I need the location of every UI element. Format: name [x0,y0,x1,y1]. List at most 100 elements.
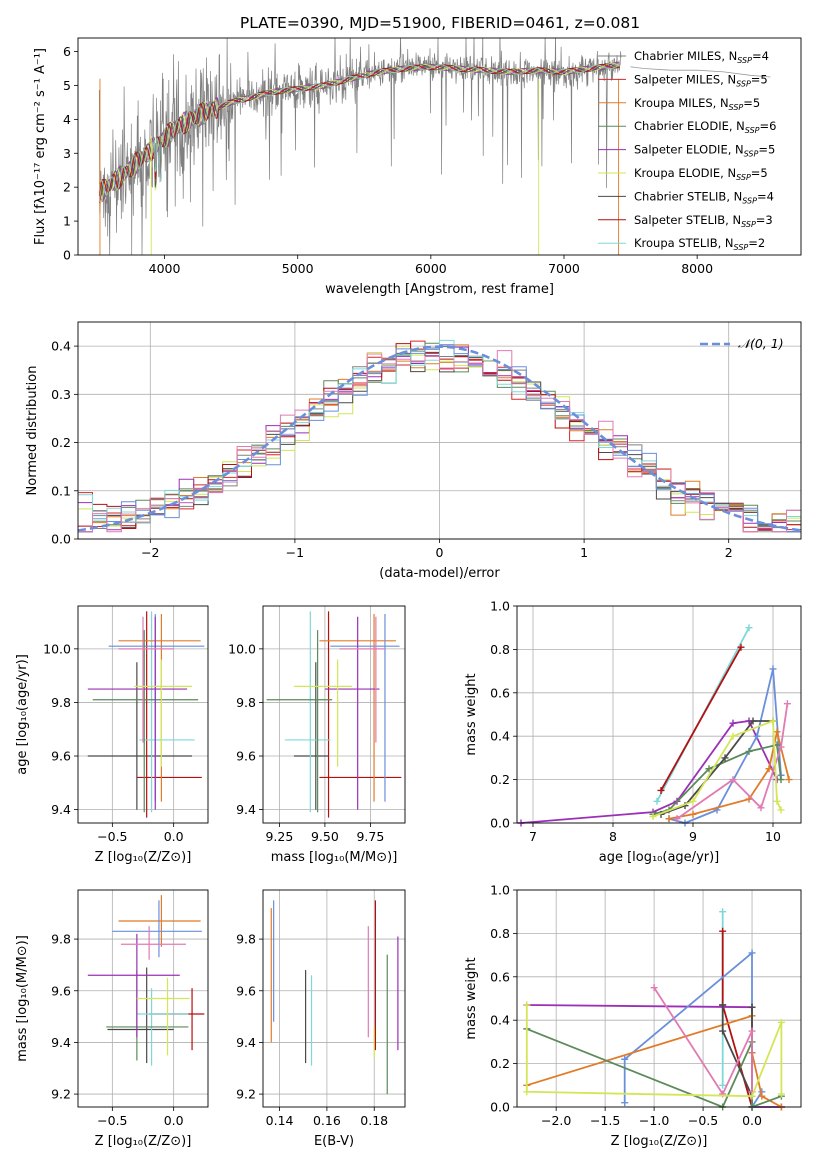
y-tick-label: 9.6 [51,983,71,998]
y-tick-label: 9.8 [51,932,71,947]
y-axis-label: age [log₁₀(age/yr)] [15,654,30,775]
x-axis-label: Z [log₁₀(Z/Z⊙)] [95,1134,192,1149]
y-tick-label: 9.8 [51,695,71,710]
weight-marker [748,1027,756,1035]
x-tick-label: 0 [436,545,444,560]
weight-marker [650,984,658,992]
weight-marker [769,665,777,673]
age-vs-mass-plot-area [266,611,402,818]
legend-entry: Salpeter MILES, NSSP=5 [634,72,768,88]
weight-line [668,668,782,824]
x-tick-label: 10 [765,829,781,844]
y-tick-label: 0.8 [490,642,510,657]
spectrum-tail-line [630,66,771,78]
hist-plot-area [77,339,802,533]
axes-frame [77,605,209,824]
x-tick-label: 8000 [681,261,713,276]
x-tick-label: 0.0 [164,1113,184,1128]
weight-marker [705,765,713,773]
y-tick-label: 9.4 [236,802,256,817]
weight-line [660,646,742,791]
legend-entry: Kroupa STELIB, NSSP=2 [634,236,765,252]
legend-entry: Kroupa MILES, NSSP=5 [634,96,760,112]
x-tick-label: 8 [609,829,617,844]
y-tick-label: 9.6 [51,749,71,764]
weight-marker [748,949,756,957]
y-tick-label: 0 [63,248,71,263]
hist-legend: 𝒩(0, 1) [700,336,784,351]
weight-line [623,950,763,1111]
axes-frame [262,889,406,1108]
weight-marker [758,1092,766,1100]
y-axis-label: Normed distribution [25,366,40,496]
y-tick-label: 9.2 [236,1087,256,1102]
legend-entry: 𝒩(0, 1) [738,336,784,351]
y-tick-label: 0.4 [490,729,510,744]
legend-entry: Chabrier ELODIE, NSSP=6 [634,119,776,135]
axes-frame [516,605,802,824]
y-tick-label: 0.4 [51,339,71,354]
x-tick-label: 6000 [415,261,447,276]
weight-marker [777,1090,785,1098]
y-axis-label: mass weight [464,957,479,1039]
y-axis-label: mass [log₁₀(M/M⊙)] [15,935,30,1062]
axes-mass-weight-vs-Z: −2.0 −1.5 −1.0 −0.5 0.0 0.0 0.2 0.4 0.6 0.8 1.0 Z [… [464,883,802,1149]
weight-marker [621,1055,629,1063]
y-tick-label: 4 [63,112,71,127]
weight-marker [773,797,781,805]
y-tick-label: 0.6 [490,969,510,984]
x-tick-label: 9.75 [356,829,384,844]
x-tick-label: 9.50 [311,829,339,844]
axes-frame [77,889,209,1108]
x-tick-label: 9.25 [265,829,293,844]
axes-residuals: −2 −1 0 1 2 0.0 0.1 0.2 0.3 0.4 𝒩(0, 1) (data-model… [25,321,802,581]
y-tick-label: 2 [63,180,71,195]
weight-marker [777,1018,785,1026]
axes-frame [77,37,802,256]
x-tick-label: 7 [529,829,537,844]
spectrum-legend: Chabrier MILES, NSSP=4 Salpeter MILES, NS… [598,49,776,252]
weight-marker [749,717,757,725]
mass-vs-ebv-plot-area [270,900,399,1095]
axes-frame [77,321,802,540]
weight-marker [719,1001,727,1009]
x-tick-label: 1 [580,545,588,560]
weight-marker [729,719,737,727]
x-axis-label: mass [log₁₀(M/M⊙)] [271,850,398,865]
y-tick-label: 9.4 [236,1035,256,1050]
mass-weight-vs-age-plot-area [517,624,793,827]
axes-age-vs-mass: 9.25 9.50 9.75 9.4 9.6 9.8 10.0 mass [log₁₀(M/M… [228,605,406,865]
axes-mass-vs-Z: −0.5 0.0 9.2 9.4 9.6 9.8 Z [log₁₀(Z/Z⊙)] mass [… [15,889,209,1149]
y-tick-label: 1.0 [490,883,510,898]
weight-marker [653,797,661,805]
spectrum-model-line [98,63,620,204]
weight-marker [523,1088,531,1096]
y-tick-label: 9.2 [51,1087,71,1102]
weight-line [668,731,790,820]
legend-entry: Salpeter ELODIE, NSSP=5 [634,143,775,159]
x-tick-label: 9 [689,829,697,844]
x-axis-label: Z [log₁₀(Z/Z⊙)] [611,1134,708,1149]
weight-marker [737,643,745,651]
y-tick-label: 0.2 [490,1056,510,1071]
x-tick-label: 4000 [149,261,181,276]
x-tick-label: −0.5 [97,1113,127,1128]
weight-marker [753,732,761,740]
spectrum-model-line [98,62,620,204]
x-tick-label: 7000 [548,261,580,276]
weight-marker [721,754,729,762]
weight-marker [719,927,727,935]
y-tick-label: 10.0 [228,641,256,656]
legend-entry: Chabrier MILES, NSSP=4 [634,49,769,65]
x-tick-label: 5000 [282,261,314,276]
weight-marker [773,728,781,736]
weight-marker [748,1003,756,1011]
axes-age-vs-Z: −0.5 0.0 9.4 9.6 9.8 10.0 Z [log₁₀(Z/Z⊙)] age [… [15,605,209,865]
y-tick-label: 9.4 [51,802,71,817]
y-tick-label: 5 [63,78,71,93]
y-tick-label: 0.0 [51,532,71,547]
y-tick-label: 9.8 [236,932,256,947]
y-tick-label: 0.4 [490,1013,510,1028]
y-tick-label: 0.2 [490,772,510,787]
weight-marker [748,1092,756,1100]
